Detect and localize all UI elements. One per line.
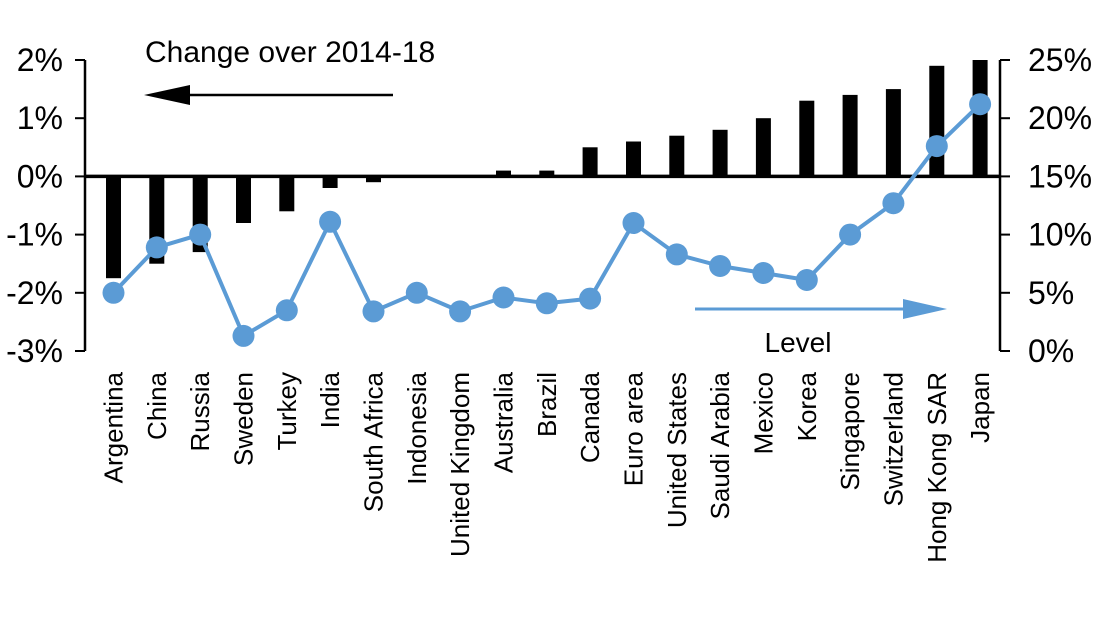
bar-korea bbox=[799, 100, 815, 177]
bar-south-africa bbox=[366, 176, 381, 183]
bar-canada bbox=[582, 147, 598, 177]
x-axis-label-argentina: Argentina bbox=[99, 371, 129, 483]
level-marker-euro-area bbox=[622, 212, 645, 234]
level-marker-sweden bbox=[232, 324, 255, 347]
bar-saudi-arabia bbox=[712, 129, 728, 177]
level-marker-saudi-arabia bbox=[709, 255, 732, 277]
left-arrow-icon bbox=[144, 85, 190, 105]
x-axis-label-japan: Japan bbox=[965, 372, 995, 443]
level-marker-south-africa bbox=[362, 300, 385, 323]
x-axis-label-singapore: Singapore bbox=[835, 372, 865, 491]
x-axis-label-russia: Russia bbox=[185, 371, 215, 451]
right-axis-tick-label: 10% bbox=[1028, 217, 1092, 253]
x-axis-label-china: China bbox=[142, 371, 172, 439]
x-axis-label-united-kingdom: United Kingdom bbox=[445, 372, 475, 557]
right-axis-tick-label: 20% bbox=[1028, 100, 1092, 136]
x-axis-label-switzerland: Switzerland bbox=[878, 372, 908, 506]
level-marker-brazil bbox=[535, 292, 558, 315]
bar-turkey bbox=[279, 176, 295, 212]
bar-singapore bbox=[842, 94, 858, 177]
level-marker-india bbox=[319, 210, 342, 233]
level-marker-united-states bbox=[665, 243, 688, 266]
x-axis-label-turkey: Turkey bbox=[272, 372, 302, 451]
bar-series-label: Change over 2014-18 bbox=[145, 36, 435, 69]
bar-mexico bbox=[755, 118, 771, 177]
x-axis-label-south-africa: South Africa bbox=[359, 371, 389, 512]
x-axis-label-korea: Korea bbox=[792, 371, 822, 441]
bar-hong-kong-sar bbox=[929, 65, 945, 177]
left-axis-tick-label: 2% bbox=[17, 42, 63, 78]
level-marker-turkey bbox=[275, 299, 298, 322]
line-series-label: Level bbox=[765, 327, 832, 358]
bar-japan bbox=[972, 60, 988, 177]
right-arrow-icon bbox=[903, 299, 947, 319]
left-axis-tick-label: -2% bbox=[6, 275, 63, 311]
bar-switzerland bbox=[885, 89, 901, 177]
bar-india bbox=[322, 176, 338, 188]
level-marker-australia bbox=[492, 286, 515, 309]
left-axis-tick-label: 0% bbox=[17, 158, 63, 194]
bar-sweden bbox=[236, 176, 251, 223]
level-marker-united-kingdom bbox=[449, 300, 472, 323]
level-marker-korea bbox=[795, 269, 818, 291]
level-marker-russia bbox=[189, 223, 212, 246]
x-axis-label-euro-area: Euro area bbox=[619, 371, 649, 486]
left-axis-tick-label: 1% bbox=[17, 100, 63, 136]
right-axis-tick-label: 5% bbox=[1028, 275, 1074, 311]
x-axis-label-canada: Canada bbox=[575, 371, 605, 463]
x-axis-label-sweden: Sweden bbox=[229, 372, 259, 466]
bar-brazil bbox=[539, 170, 555, 177]
bar-australia bbox=[496, 170, 511, 177]
level-marker-hong-kong-sar bbox=[925, 135, 948, 158]
level-marker-argentina bbox=[102, 281, 125, 304]
x-axis-label-united-states: United States bbox=[662, 372, 692, 528]
level-marker-canada bbox=[579, 287, 602, 310]
left-axis-tick-label: -1% bbox=[6, 217, 63, 253]
level-marker-mexico bbox=[752, 262, 775, 284]
x-axis-label-indonesia: Indonesia bbox=[402, 371, 432, 484]
left-axis-tick-label: -3% bbox=[6, 333, 63, 369]
level-marker-switzerland bbox=[882, 192, 905, 215]
right-axis-tick-label: 15% bbox=[1028, 158, 1092, 194]
right-axis-tick-label: 0% bbox=[1028, 333, 1074, 369]
bar-argentina bbox=[106, 176, 121, 279]
level-marker-indonesia bbox=[405, 281, 428, 304]
level-marker-japan bbox=[969, 93, 992, 116]
bar-united-states bbox=[669, 135, 685, 177]
x-axis-label-australia: Australia bbox=[489, 371, 519, 473]
x-axis-label-saudi-arabia: Saudi Arabia bbox=[705, 371, 735, 519]
bar-euro-area bbox=[626, 141, 641, 177]
right-axis-tick-label: 25% bbox=[1028, 42, 1092, 78]
level-marker-singapore bbox=[839, 223, 862, 246]
x-axis-label-mexico: Mexico bbox=[748, 372, 778, 454]
x-axis-label-india: India bbox=[315, 371, 345, 428]
x-axis-label-brazil: Brazil bbox=[532, 372, 562, 437]
level-marker-china bbox=[145, 236, 168, 259]
x-axis-label-hong-kong-sar: Hong Kong SAR bbox=[922, 372, 952, 563]
